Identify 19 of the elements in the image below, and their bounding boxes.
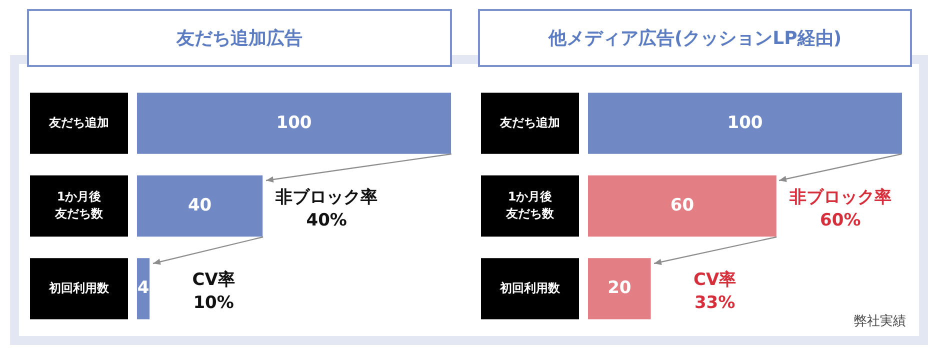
annotation: CV率10% (192, 270, 235, 314)
chart-title: 友だち追加広告 (27, 9, 452, 67)
category-label: 初回利用数 (49, 280, 109, 295)
category-label: 1か月後友だち数 (55, 190, 103, 221)
data-label: 20 (608, 278, 632, 298)
category-label: 友だち追加 (500, 115, 560, 130)
category-label: 1か月後友だち数 (506, 190, 554, 221)
category-label: 友だち追加 (49, 115, 109, 130)
annotation: 非ブロック率60% (788, 187, 892, 230)
annotation: CV率33% (693, 270, 736, 314)
annotation: 非ブロック率40% (274, 187, 378, 230)
data-label: 100 (276, 112, 312, 133)
category-label: 初回利用数 (500, 280, 560, 295)
data-label: 100 (727, 112, 763, 133)
data-label: 4 (137, 278, 150, 298)
data-label: 40 (188, 195, 212, 216)
data-label: 60 (670, 195, 694, 216)
annotation: 弊社実績 (854, 312, 906, 329)
chart-title: 他メディア広告(クッションLP経由) (478, 9, 912, 67)
